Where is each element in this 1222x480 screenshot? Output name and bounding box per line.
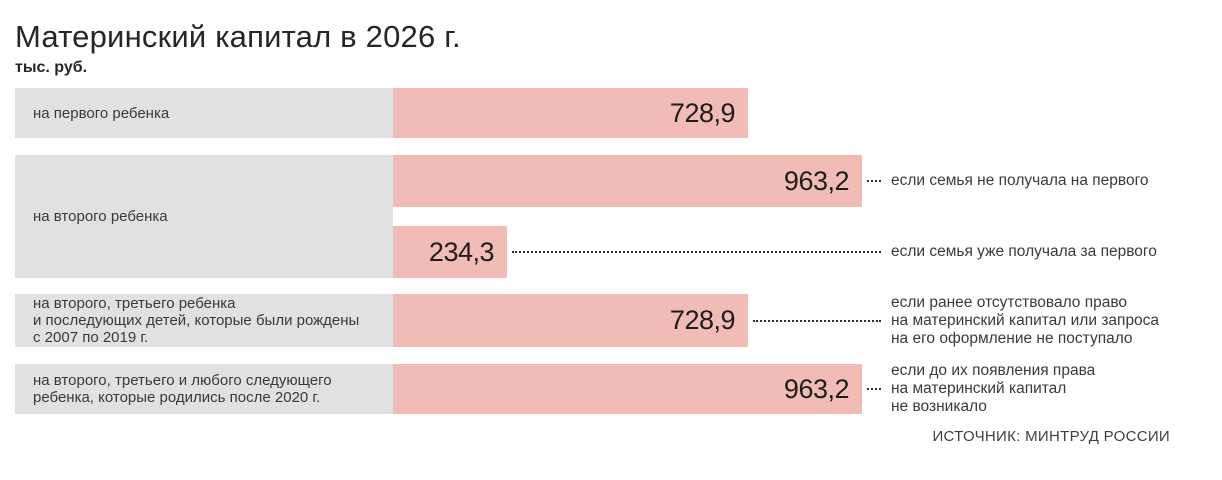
bar-annotation: если семья не получала на первого	[891, 172, 1149, 189]
bar-value-label: 234,3	[428, 236, 495, 267]
bar-track: 963,2	[393, 364, 887, 414]
bar-annotation: если семья уже получала за первого	[891, 243, 1157, 260]
bar: 728,9	[393, 88, 748, 138]
bar-value-label: 963,2	[783, 165, 850, 196]
bar-row: 728,9 если ранее отсутствовало право на …	[393, 294, 1215, 347]
category-label: на первого ребенка	[33, 104, 170, 122]
chart-group-second-child: на второго ребенка 963,2 если семья не п…	[15, 155, 1207, 278]
category-label: на второго, третьего ребенка и последующ…	[33, 295, 360, 346]
bar-row: 728,9	[393, 88, 1215, 138]
chart-group-children-after-2020: на второго, третьего и любого следующего…	[15, 362, 1207, 415]
category-label: на второго ребенка	[33, 208, 168, 225]
category-label-box: на второго, третьего ребенка и последующ…	[15, 294, 393, 347]
chart-title: Материнский капитал в 2026 г.	[15, 19, 461, 54]
unit-label: тыс. руб.	[15, 59, 88, 76]
bar-annotation: если ранее отсутствовало право на матери…	[891, 293, 1160, 347]
chart-group-children-2007-2019: на второго, третьего ребенка и последующ…	[15, 294, 1207, 347]
bar-track: 728,9	[393, 88, 887, 138]
bar: 234,3	[393, 226, 507, 278]
leader-line	[867, 388, 881, 390]
bars-column: 728,9 если ранее отсутствовало право на …	[393, 294, 1215, 347]
bar-row: 963,2 если до их появления права на мате…	[393, 362, 1215, 415]
source-credit: ИСТОЧНИК: МИНТРУД РОССИИ	[932, 428, 1170, 445]
chart-header: Материнский капитал в 2026 г. тыс. руб.	[0, 0, 1222, 77]
bar-track: 728,9	[393, 294, 887, 347]
bar: 963,2	[393, 364, 862, 414]
bars-column: 963,2 если до их появления права на мате…	[393, 362, 1215, 415]
leader-line	[512, 251, 881, 253]
category-label-box: на второго, третьего и любого следующего…	[15, 364, 393, 414]
bar-row: 963,2 если семья не получала на первого	[393, 155, 1215, 207]
bar: 728,9	[393, 294, 748, 347]
category-label-box: на первого ребенка	[15, 88, 393, 138]
leader-line	[753, 319, 881, 322]
bar-track: 963,2	[393, 155, 887, 207]
category-label-box: на второго ребенка	[15, 155, 393, 278]
bar-value-label: 728,9	[669, 97, 736, 128]
bar-value-label: 728,9	[669, 305, 736, 335]
bar-row: 234,3 если семья уже получала за первого	[393, 226, 1215, 278]
bar-track: 234,3	[393, 226, 887, 278]
bar: 963,2	[393, 155, 862, 207]
bars-column: 728,9	[393, 88, 1215, 138]
category-label: на второго, третьего и любого следующего…	[33, 372, 332, 406]
bar-value-label: 963,2	[783, 373, 850, 404]
chart-group-first-child: на первого ребенка 728,9	[15, 88, 1207, 138]
bar-chart: на первого ребенка 728,9 на второго ребе…	[15, 88, 1207, 445]
bar-annotation: если до их появления права на матерински…	[891, 362, 1096, 415]
bars-column: 963,2 если семья не получала на первого …	[393, 155, 1215, 278]
leader-line	[867, 180, 881, 182]
